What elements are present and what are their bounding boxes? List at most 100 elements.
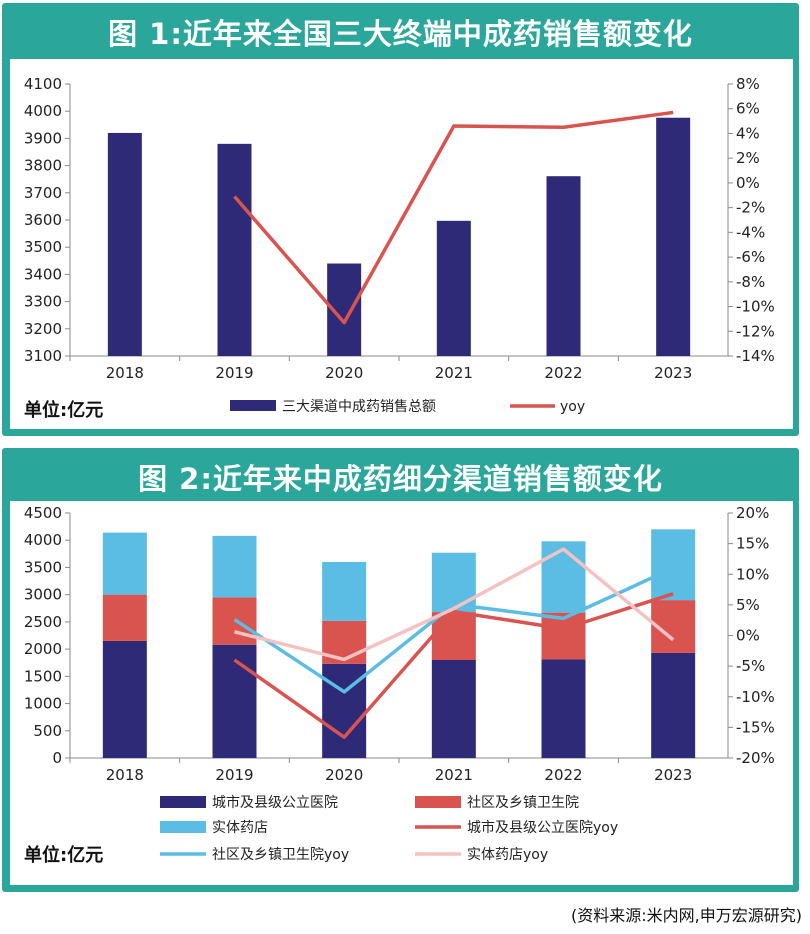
chart-2-yoy-line-3 [234, 547, 675, 662]
chart-1-x-tick-label: 2020 [325, 364, 363, 382]
chart-2-bar-segment-1 [431, 660, 476, 758]
chart-2-y2-tick-label: 15% [736, 535, 769, 553]
chart-1-y2-tick-label: 4% [736, 124, 760, 142]
chart-1-y-tick-label: 3500 [24, 238, 62, 256]
chart-1-plot-area: 3100 3200 3300 3400 3500 3600 3700 3800 3900 4000… [10, 59, 793, 429]
chart-1-bar [546, 176, 581, 356]
chart-1-legend-bar-swatch [230, 400, 276, 411]
chart-2-svg: 0 500 1000 1500 2000 2500 3000 3500 4000 4500 -20%… [24, 504, 775, 866]
chart-2-y2-tick-label: 20% [736, 504, 769, 522]
chart-2-unit-label: 单位:亿元 [24, 844, 103, 866]
chart-2-bar-segment-2 [102, 594, 147, 641]
chart-1-y2-tick-label: -8% [736, 273, 765, 291]
chart-1-y2-tick-label: -2% [736, 199, 765, 217]
chart-2-legend-label: 实体药店 [212, 820, 268, 836]
chart-1-y-tick-label: 3100 [24, 347, 62, 365]
chart-2-bar-segment-1 [651, 652, 696, 758]
chart-2-legend-label: 社区及乡镇卫生院yoy [212, 847, 349, 863]
chart-2-y-tick-label: 3000 [24, 586, 62, 604]
chart-2-y2-tick-label: -10% [736, 688, 775, 706]
chart-1-bar [436, 220, 471, 356]
chart-1-y2-tick-label: 6% [736, 100, 760, 118]
chart-2-y2-tick-label: 0% [736, 627, 760, 645]
chart-1-x-tick-label: 2018 [106, 364, 144, 382]
chart-2-title: 图 2:近年来中成药细分渠道销售额变化 [138, 462, 663, 496]
chart-2-y-tick-label: 4500 [24, 504, 62, 522]
chart-2-legend-label: 城市及县级公立医院yoy [467, 819, 618, 836]
chart-2-x-tick-label: 2018 [106, 766, 144, 784]
chart-2-yoy-line-1 [233, 592, 674, 739]
chart-2-y2-tick-label: 5% [736, 596, 760, 614]
chart-1-y-tick-label: 3700 [24, 184, 62, 202]
chart-1-bar [656, 117, 691, 356]
chart-2-plot-area: 0 500 1000 1500 2000 2500 3000 3500 4000 4500 -20%… [10, 501, 793, 885]
chart-1-yoy-line [233, 110, 674, 325]
chart-2-legend-swatch [160, 821, 206, 833]
source-note: (资料来源:米内网,申万宏源研究) [571, 906, 802, 925]
chart-2-bar-segment-3 [651, 529, 696, 601]
chart-2-legend-label: 实体药店yoy [467, 847, 548, 863]
chart-2-y-tick-label: 3500 [24, 558, 62, 576]
chart-1-y-tick-label: 4000 [24, 102, 62, 120]
chart-2-bar-segment-2 [322, 620, 367, 664]
chart-2-y-tick-label: 2500 [24, 613, 62, 631]
chart-2-y-tick-label: 500 [33, 722, 62, 740]
chart-1-y-tick-label: 3200 [24, 320, 62, 338]
chart-1-legend-bar-label: 三大渠道中成药销售总额 [282, 399, 436, 415]
chart-2-legend-swatch [160, 796, 206, 808]
chart-1-x-tick-label: 2023 [654, 364, 692, 382]
chart-2-y2-tick-label: -20% [736, 749, 775, 767]
chart-2-bar-segment-3 [322, 562, 367, 621]
chart-2-x-tick-label: 2022 [544, 766, 582, 784]
chart-1-y2-tick-label: 2% [736, 149, 760, 167]
chart-1-unit-label: 单位:亿元 [24, 399, 103, 421]
chart-2-bar-segment-1 [102, 640, 147, 758]
chart-1-y-tick-label: 3900 [24, 129, 62, 147]
chart-2-legend-swatch [415, 796, 461, 808]
chart-2-y-tick-label: 0 [52, 749, 62, 767]
chart-1-y-tick-label: 3400 [24, 265, 62, 283]
chart-1-y-tick-label: 3800 [24, 157, 62, 175]
chart-1-y2-tick-label: 8% [736, 75, 760, 93]
chart-2-y-tick-label: 4000 [24, 531, 62, 549]
chart-1-y-tick-label: 4100 [24, 75, 62, 93]
chart-1-y-tick-label: 3600 [24, 211, 62, 229]
chart-2-y-tick-label: 1500 [24, 667, 62, 685]
chart-1-x-tick-label: 2022 [544, 364, 582, 382]
chart-2-y2-tick-label: -15% [736, 718, 775, 736]
chart-1-y2-tick-label: -4% [736, 223, 765, 241]
chart-1-y-tick-label: 3300 [24, 293, 62, 311]
chart-2-bar-segment-3 [541, 541, 586, 613]
chart-2-bar-segment-1 [212, 644, 257, 758]
chart-1-x-tick-label: 2019 [215, 364, 253, 382]
chart-2-x-tick-label: 2019 [215, 766, 253, 784]
chart-2-x-tick-label: 2023 [654, 766, 692, 784]
chart-1-x-tick-label: 2021 [435, 364, 473, 382]
chart-1-svg: 3100 3200 3300 3400 3500 3600 3700 3800 3900 4000… [24, 75, 775, 421]
chart-2-legend-label: 社区及乡镇卫生院 [467, 795, 579, 811]
chart-2-yoy-line-2 [233, 566, 674, 694]
chart-panel-1: 图 1:近年来全国三大终端中成药销售额变化 3100 3200 3300 3400 35… [2, 3, 799, 436]
chart-1-y2-tick-label: 0% [736, 174, 760, 192]
chart-2-x-tick-label: 2020 [325, 766, 363, 784]
chart-1-y2-tick-label: -6% [736, 248, 765, 266]
chart-2-y-tick-label: 1000 [24, 695, 62, 713]
chart-1-y2-tick-label: -10% [736, 298, 775, 316]
chart-1-y2-tick-label: -12% [736, 322, 775, 340]
chart-1-title: 图 1:近年来全国三大终端中成药销售额变化 [108, 17, 693, 51]
chart-1-y2-tick-label: -14% [736, 347, 775, 365]
chart-2-y-tick-label: 2000 [24, 640, 62, 658]
chart-2-bar-segment-2 [431, 612, 476, 660]
chart-2-x-tick-label: 2021 [435, 766, 473, 784]
chart-panel-2: 图 2:近年来中成药细分渠道销售额变化 0 500 1000 1500 2000 2500… [2, 448, 799, 892]
chart-2-bar-segment-3 [212, 535, 257, 598]
chart-2-y2-tick-label: 10% [736, 565, 769, 583]
chart-2-y2-tick-label: -5% [736, 657, 765, 675]
chart-2-bar-segment-3 [102, 532, 147, 595]
chart-2-bar-segment-2 [541, 612, 586, 660]
chart-2-legend-label: 城市及县级公立医院 [212, 794, 338, 811]
chart-1-legend-line-label: yoy [560, 399, 585, 415]
chart-1-bar [217, 143, 252, 356]
chart-1-bar [107, 132, 142, 356]
chart-2-bar-segment-1 [541, 659, 586, 758]
